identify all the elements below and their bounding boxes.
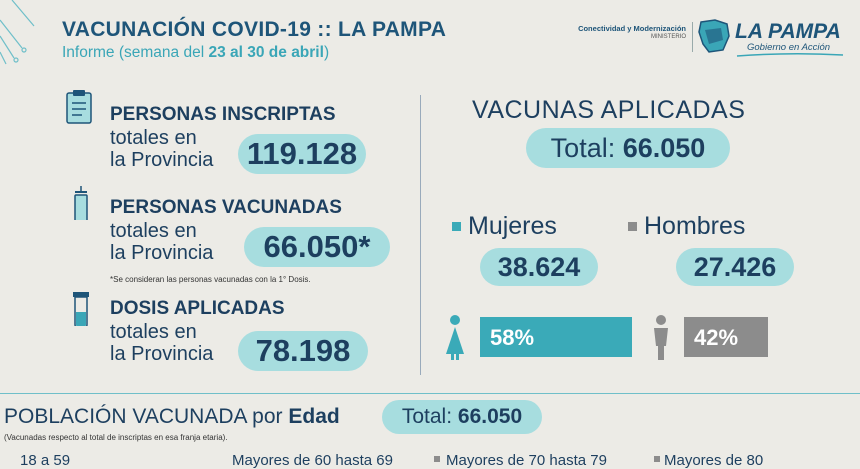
age-legend-square (654, 456, 660, 462)
clipboard-icon (66, 90, 92, 124)
circuit-decoration (0, 0, 35, 65)
report-subtitle: Informe (semana del 23 al 30 de abril) (62, 44, 330, 61)
syringe-icon (74, 186, 88, 220)
stat-value-vacunadas: 66.050* (244, 227, 390, 267)
stat-heading-inscriptas: PERSONAS INSCRIPTAS (110, 104, 336, 125)
men-pct-bar: 42% (684, 317, 768, 357)
age-group-3: Mayores de 70 hasta 79 (446, 452, 607, 469)
brand-slogan: Gobierno en Acción (747, 42, 831, 53)
men-pct-track: 42% (684, 317, 768, 357)
women-pct-label: 58% (490, 325, 535, 350)
vial-icon (73, 292, 89, 326)
men-value: 27.426 (676, 248, 794, 286)
population-heading: POBLACIÓN VACUNADA por Edad (4, 405, 340, 428)
population-total: Total: 66.050 (382, 400, 542, 434)
la-pampa-map-icon (698, 19, 730, 53)
stat-value-dosis: 78.198 (238, 331, 368, 371)
women-pct-track: 58% (480, 317, 632, 357)
women-pct-bar: 58% (480, 317, 632, 357)
ministry-logo: Conectividad y Modernización MINISTERIO (578, 24, 686, 40)
stat-line2: la Provincia (110, 343, 214, 365)
stat-heading-dosis: DOSIS APLICADAS (110, 298, 285, 319)
women-legend-square (452, 222, 461, 231)
stat-line1: totales en (110, 321, 197, 343)
section-divider (420, 95, 421, 375)
page-title: VACUNACIÓN COVID-19 :: LA PAMPA (62, 18, 447, 41)
stat-line2: la Provincia (110, 149, 214, 171)
stat-line1: totales en (110, 220, 197, 242)
men-pct-label: 42% (694, 325, 739, 350)
stat-value-inscriptas: 119.128 (238, 134, 366, 174)
brand-name: LA PAMPA (735, 20, 841, 43)
woman-icon (446, 315, 464, 360)
women-label: Mujeres (468, 212, 557, 240)
age-legend-square (434, 456, 440, 462)
vaccines-heading: VACUNAS APLICADAS (472, 96, 746, 124)
age-group-1: 18 a 59 (20, 452, 71, 469)
stat-heading-vacunadas: PERSONAS VACUNADAS (110, 197, 342, 218)
men-label: Hombres (644, 212, 746, 240)
vacunadas-footnote: *Se consideran las personas vacunadas co… (110, 275, 311, 284)
logo-divider (692, 22, 693, 52)
women-value: 38.624 (480, 248, 598, 286)
age-group-2: Mayores de 60 hasta 69 (232, 452, 393, 469)
bottom-divider (0, 393, 860, 394)
man-icon (654, 315, 668, 360)
stat-line1: totales en (110, 127, 197, 149)
brand-underline (736, 52, 844, 57)
population-note: (Vacunadas respecto al total de inscript… (4, 433, 228, 442)
age-group-4: Mayores de 80 (664, 452, 764, 469)
men-legend-square (628, 222, 637, 231)
stat-line2: la Provincia (110, 242, 214, 264)
vaccines-total: Total: 66.050 (526, 128, 730, 168)
